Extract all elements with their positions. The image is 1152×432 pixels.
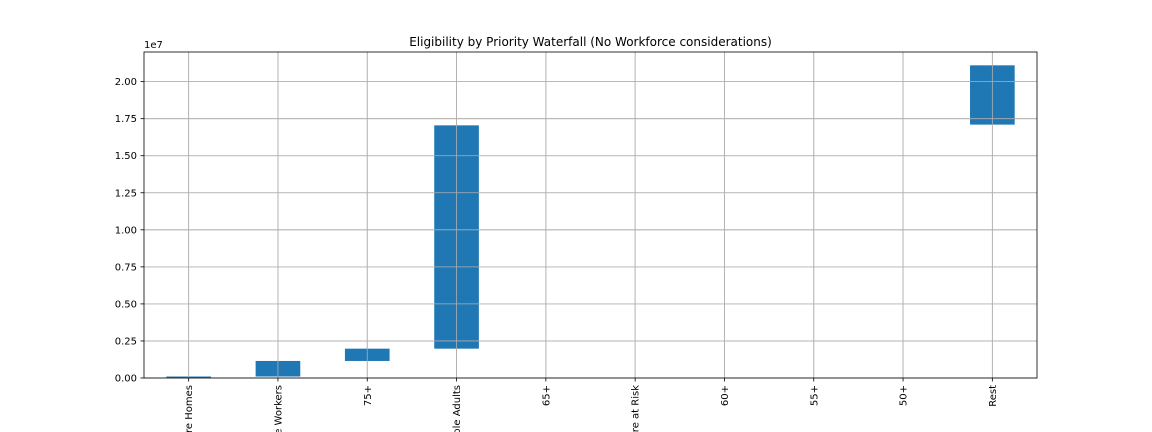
x-tick-label: 60+ xyxy=(720,385,731,406)
y-tick-label: 0.50 xyxy=(115,299,137,310)
x-tick-label: 65+ xyxy=(541,385,552,406)
ticks: re Homes e Workers 75+ ble Adults 65+ re at R… xyxy=(115,77,999,432)
y-tick-label: 1.25 xyxy=(115,188,137,199)
x-tick-label: 75+ xyxy=(363,385,374,406)
x-tick-label: re at Risk xyxy=(631,385,642,432)
x-tick-label: re Homes xyxy=(184,385,195,432)
plot-frame xyxy=(143,51,1038,379)
bars xyxy=(144,52,1037,379)
y-tick-label: 1.75 xyxy=(115,114,137,125)
y-tick-label: 0.00 xyxy=(115,374,137,385)
x-tick-label: ble Adults xyxy=(452,385,463,432)
chart-title: Eligibility by Priority Waterfall (No Wo… xyxy=(409,35,772,49)
x-tick-label: Rest xyxy=(988,385,999,407)
y-tick-label: 0.25 xyxy=(115,336,137,347)
y-tick-label: 2.00 xyxy=(115,77,137,88)
x-tick-label: 55+ xyxy=(809,385,820,406)
x-tick-label: 50+ xyxy=(899,385,910,406)
x-tick-label: e Workers xyxy=(273,385,284,432)
y-tick-label: 1.00 xyxy=(115,225,137,236)
y-offset-label: 1e7 xyxy=(144,40,163,51)
y-tick-label: 1.50 xyxy=(115,151,137,162)
y-tick-label: 0.75 xyxy=(115,262,137,273)
